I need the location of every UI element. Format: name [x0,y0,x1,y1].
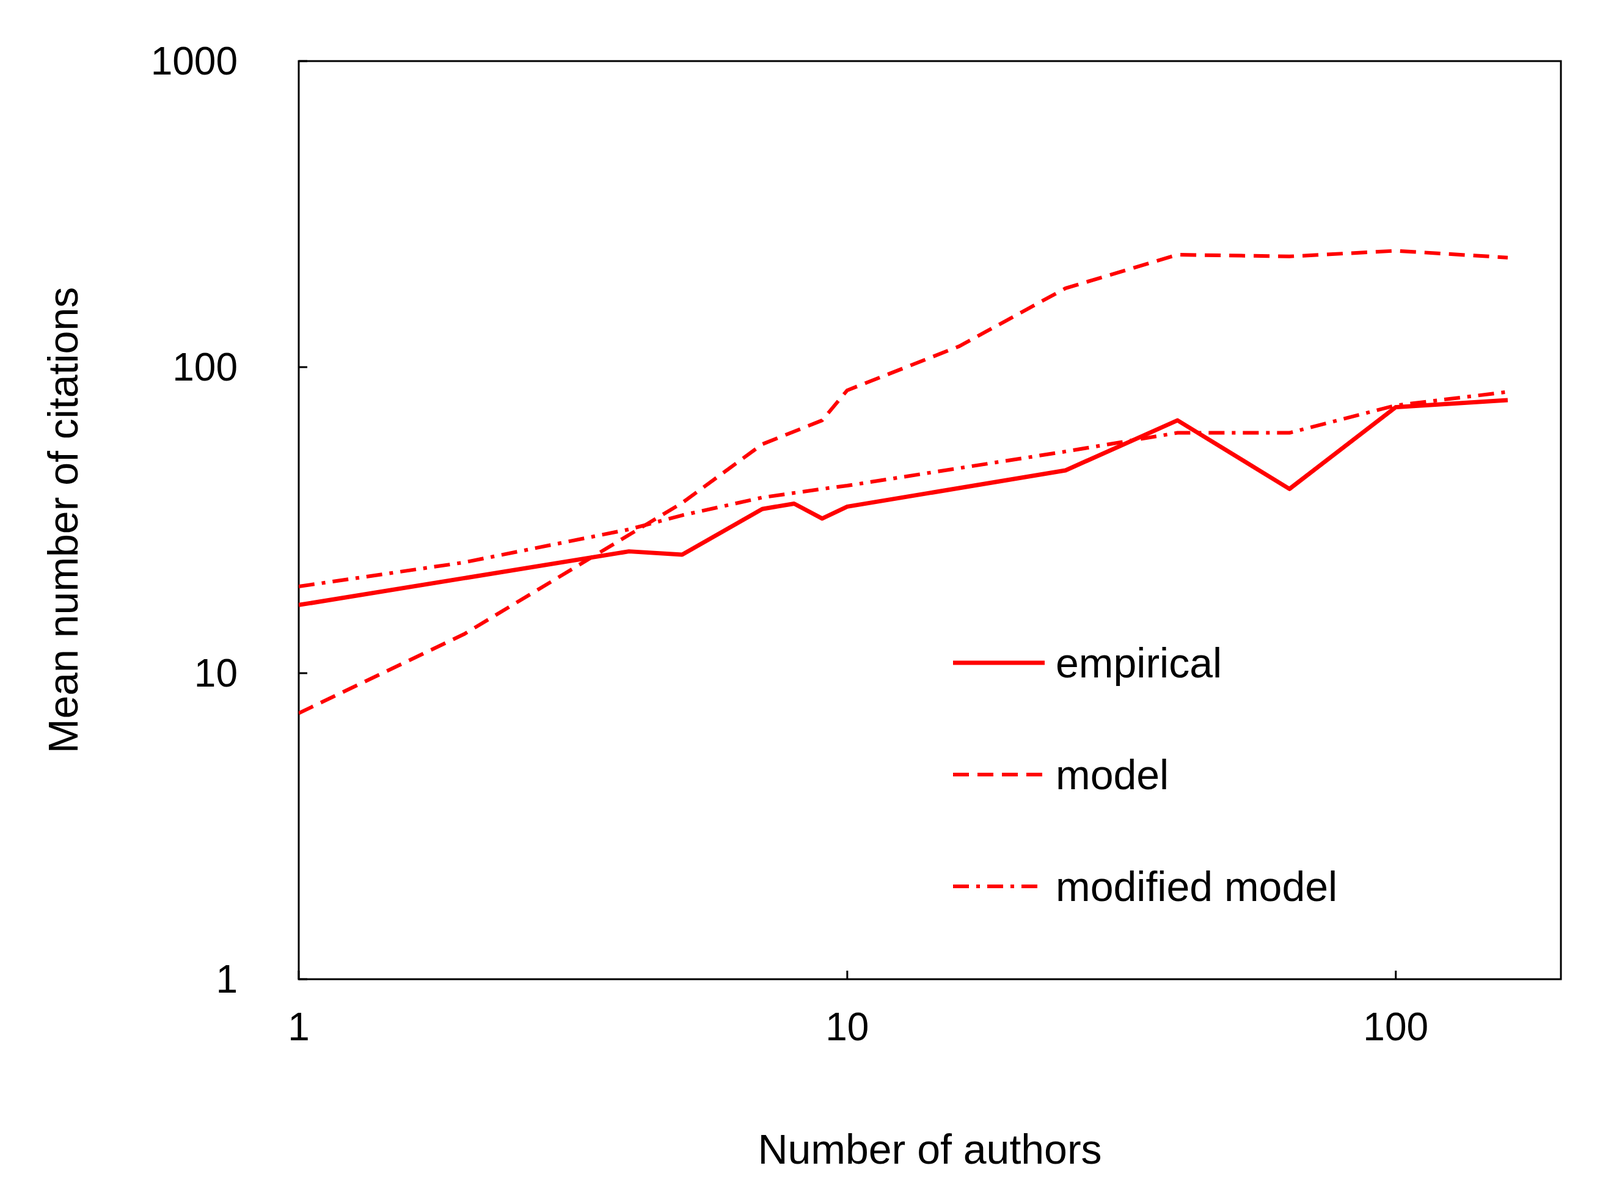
x-axis-title: Number of authors [757,1125,1102,1173]
x-tick-label: 10 [825,1004,869,1049]
legend-swatch [953,661,1045,666]
legend-swatch [953,884,1045,889]
x-tick [298,970,300,980]
plot-frame [298,61,1561,980]
series-line [298,400,1508,605]
legend-swatch [953,772,1045,777]
series-line [298,392,1508,588]
x-tick-label: 100 [1362,1004,1429,1049]
x-tick [1394,970,1397,980]
legend-label: modified model [1055,863,1338,910]
y-tick [298,366,308,369]
y-tick [298,978,308,981]
legend-label: empirical [1055,639,1222,687]
plot-lines [298,251,1508,714]
chart: 1 10 100 1 10 100 1000 Number of authors Mean nu… [0,0,1600,1204]
x-tick [846,970,848,980]
y-tick-label: 1000 [150,39,238,84]
y-tick-label: 100 [172,345,238,390]
y-tick-label: 1 [215,957,238,1002]
series-line [298,251,1508,714]
y-tick [298,60,308,63]
x-tick-label: 1 [287,1004,310,1049]
y-tick-label: 10 [194,651,238,696]
y-axis-title: Mean number of citations [39,287,87,754]
legend-label: model [1055,751,1169,798]
y-tick [298,672,308,675]
